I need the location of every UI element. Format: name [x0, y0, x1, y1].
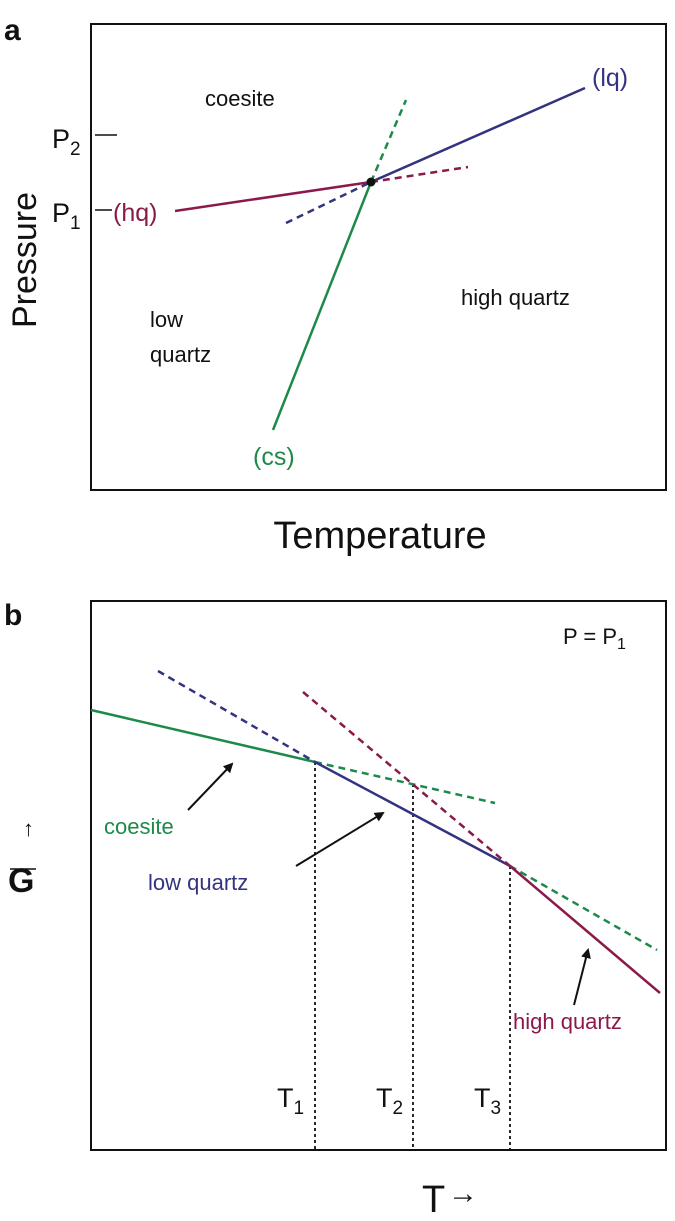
coesite-curve-metastable-high [509, 864, 658, 952]
temperature-axis-label: Temperature [273, 515, 486, 557]
hq-reaction-line [174, 180, 372, 213]
high-quartz-curve-label: high quartz [513, 1009, 622, 1034]
p1-tick-label: P1 [52, 198, 81, 234]
pressure-condition-label: P = P1 [563, 624, 626, 653]
low-quartz-region-label-1: low [150, 307, 183, 332]
lq-reaction-line [370, 86, 586, 184]
high-quartz-region-label: high quartz [461, 285, 570, 310]
lq-label: (lq) [592, 64, 628, 92]
coesite-region-label: coesite [205, 86, 275, 111]
coesite-pointer-arrow [187, 762, 234, 811]
cs-reaction-line [271, 181, 373, 431]
triple-point [366, 177, 376, 187]
gibbs-axis-label: G [8, 862, 34, 900]
p2-tick-label: P2 [52, 124, 81, 160]
low-quartz-curve-label: low quartz [148, 870, 248, 895]
gibbs-axis-arrow: → [12, 819, 37, 841]
panel-a-frame [90, 23, 667, 491]
pressure-axis-label: Pressure [6, 192, 44, 328]
hq-label: (hq) [113, 199, 157, 227]
lq-metastable-extension [285, 180, 372, 225]
panel-b-letter: b [4, 599, 22, 632]
low-quartz-region-label-2: quartz [150, 342, 211, 367]
cs-label: (cs) [253, 443, 295, 471]
high-quartz-curve-metastable [302, 691, 511, 867]
coesite-curve [90, 708, 316, 764]
t-axis-label: T [422, 1179, 445, 1221]
t2-label: T2 [376, 1083, 403, 1119]
high-quartz-curve [509, 865, 661, 994]
panel-b: b P = P1 G → T → coesite low quartz high… [4, 599, 667, 1221]
low-quartz-curve [314, 760, 511, 868]
coesite-curve-label: coesite [104, 814, 174, 839]
panel-b-frame [90, 600, 667, 1151]
low-quartz-curve-metastable [157, 669, 316, 764]
cs-metastable-extension [369, 99, 408, 183]
coesite-curve-metastable-mid [314, 760, 496, 805]
low-quartz-pointer-arrow [295, 811, 385, 867]
t3-label: T3 [474, 1083, 501, 1119]
panel-a: a Pressure Temperature P2 P1 (hq) (lq) (… [4, 14, 667, 557]
t1-label: T1 [277, 1083, 304, 1119]
t-axis-arrow: → [448, 1177, 478, 1210]
hq-metastable-extension [370, 165, 469, 184]
high-quartz-pointer-arrow [573, 948, 591, 1006]
panel-a-letter: a [4, 14, 21, 47]
